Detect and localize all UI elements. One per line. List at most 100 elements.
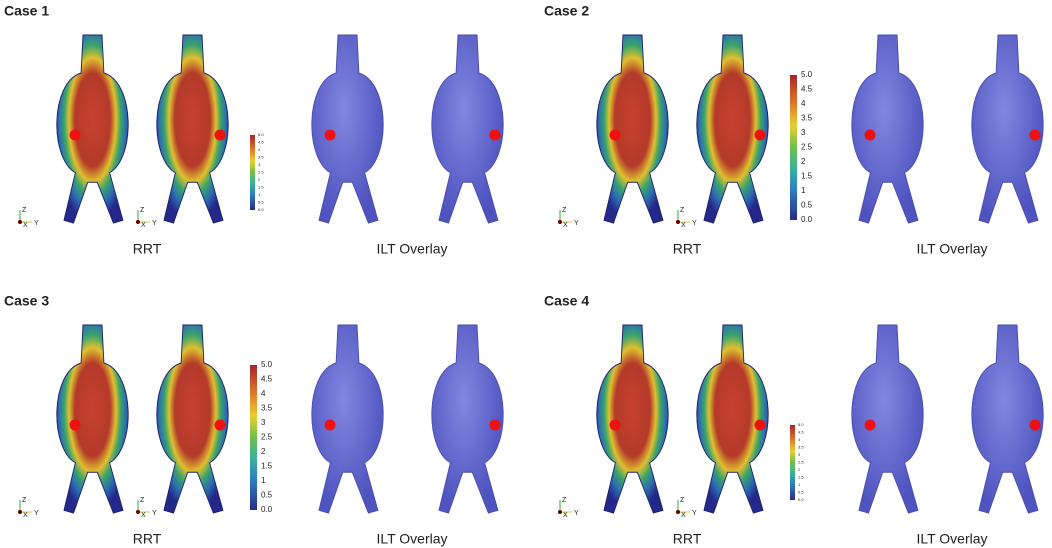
case-title: Case 1 <box>4 3 49 19</box>
marker-dot <box>324 129 336 141</box>
colorbar <box>790 75 797 220</box>
colorbar-tick-label: 2 <box>261 447 266 456</box>
colorbar-tick-label: 2 <box>258 177 261 182</box>
rrt-model <box>696 324 769 514</box>
axis-label: Y <box>692 510 697 517</box>
marker-dot <box>754 419 766 431</box>
colorbar-tick-label: 4 <box>798 437 801 442</box>
colorbar-tick-label: 1 <box>261 476 266 485</box>
colorbar-tick-label: 3.5 <box>798 445 804 450</box>
colorbar-tick-label: 2.5 <box>258 170 264 175</box>
colorbar-tick-label: 1 <box>258 192 261 197</box>
colorbar-tick-label: 1.5 <box>798 475 804 480</box>
rrt-model <box>156 324 229 514</box>
colorbar-tick-label: 3 <box>801 128 806 137</box>
case-panel: Case 1ZX YZX Y5.04.543.532.521.510.50.0RRT… <box>4 3 504 257</box>
marker-dot <box>214 419 226 431</box>
marker-dot <box>69 419 81 431</box>
colorbar-tick-label: 0.5 <box>801 201 813 210</box>
colorbar-tick-label: 2 <box>801 157 806 166</box>
colorbar-tick-label: 4.5 <box>801 85 813 94</box>
colorbar <box>250 365 257 510</box>
axis-label: X <box>141 512 146 519</box>
colorbar-tick-label: 0.0 <box>801 215 813 224</box>
ilt-model <box>851 324 924 514</box>
colorbar-tick-label: 4 <box>258 147 261 152</box>
view-label: ILT Overlay <box>916 241 987 257</box>
colorbar-tick-label: 0.5 <box>261 491 273 500</box>
colorbar-tick-label: 1 <box>798 482 801 487</box>
axis-label: Y <box>574 220 579 227</box>
axis-label: Z <box>680 497 685 504</box>
ilt-model <box>971 324 1044 514</box>
axis-label: X <box>23 222 28 229</box>
axis-triad: Z X Y <box>18 207 39 229</box>
axis-label: X <box>563 222 568 229</box>
case-title: Case 3 <box>4 293 49 309</box>
axis-label: X <box>141 222 146 229</box>
colorbar-tick-label: 0.5 <box>258 200 264 205</box>
axis-label: Z <box>562 207 567 214</box>
marker-dot <box>489 129 501 141</box>
axis-label: X <box>23 512 28 519</box>
axis-label: X <box>681 512 686 519</box>
axis-label: Z <box>22 497 27 504</box>
marker-dot <box>69 129 81 141</box>
rrt-model <box>56 34 129 224</box>
colorbar-tick-label: 3 <box>798 452 801 457</box>
axis-origin <box>676 510 680 514</box>
axis-triad: Z X Y <box>676 207 697 229</box>
colorbar-tick-label: 2 <box>798 467 801 472</box>
marker-dot <box>609 419 621 431</box>
colorbar-tick-label: 5.0 <box>261 360 273 369</box>
axis-triad: Z X Y <box>136 497 157 519</box>
colorbar-tick-label: 2.5 <box>798 460 804 465</box>
axis-label: Z <box>680 207 685 214</box>
colorbar-tick-label: 0.0 <box>261 505 273 514</box>
axis-label: Z <box>22 207 27 214</box>
view-label: RRT <box>133 531 162 547</box>
colorbar-tick-label: 3.5 <box>261 404 273 413</box>
colorbar <box>790 425 795 500</box>
case-panel: Case 2ZX YZX Y5.04.543.532.521.510.50.0RRT… <box>544 3 1044 257</box>
view-label: ILT Overlay <box>916 531 987 547</box>
axis-origin <box>676 220 680 224</box>
rrt-model <box>596 324 669 514</box>
axis-label: Z <box>140 207 145 214</box>
axis-triad: Z X Y <box>136 207 157 229</box>
axis-label: Y <box>574 510 579 517</box>
axis-origin <box>558 220 562 224</box>
colorbar-tick-label: 2.5 <box>801 143 813 152</box>
colorbar-tick-label: 4.5 <box>258 140 264 145</box>
axis-triad: Z X Y <box>676 497 697 519</box>
view-label: RRT <box>673 531 702 547</box>
axis-label: Z <box>140 497 145 504</box>
colorbar-tick-label: 2.5 <box>261 433 273 442</box>
axis-triad: Z X Y <box>558 207 579 229</box>
colorbar-tick-label: 3 <box>261 418 266 427</box>
colorbar-tick-label: 0.0 <box>798 497 804 502</box>
axis-label: Z <box>562 497 567 504</box>
case-panel: Case 4ZX YZX Y5.04.543.532.521.510.50.0RRT… <box>544 293 1044 547</box>
marker-dot <box>489 419 501 431</box>
axis-label: Y <box>152 510 157 517</box>
marker-dot <box>609 129 621 141</box>
case-title: Case 4 <box>544 293 589 309</box>
view-label: ILT Overlay <box>376 531 447 547</box>
axis-label: X <box>681 222 686 229</box>
axis-origin <box>558 510 562 514</box>
rrt-model <box>56 324 129 514</box>
axis-label: Y <box>34 220 39 227</box>
ilt-model <box>431 34 504 224</box>
ilt-model <box>971 34 1044 224</box>
ilt-model <box>431 324 504 514</box>
colorbar <box>250 135 255 210</box>
axis-triad: Z X Y <box>18 497 39 519</box>
colorbar-tick-label: 1.5 <box>258 185 264 190</box>
ilt-model <box>311 34 384 224</box>
case-title: Case 2 <box>544 3 589 19</box>
axis-origin <box>136 220 140 224</box>
colorbar-tick-label: 0.0 <box>258 207 264 212</box>
colorbar-tick-label: 4.5 <box>798 430 804 435</box>
